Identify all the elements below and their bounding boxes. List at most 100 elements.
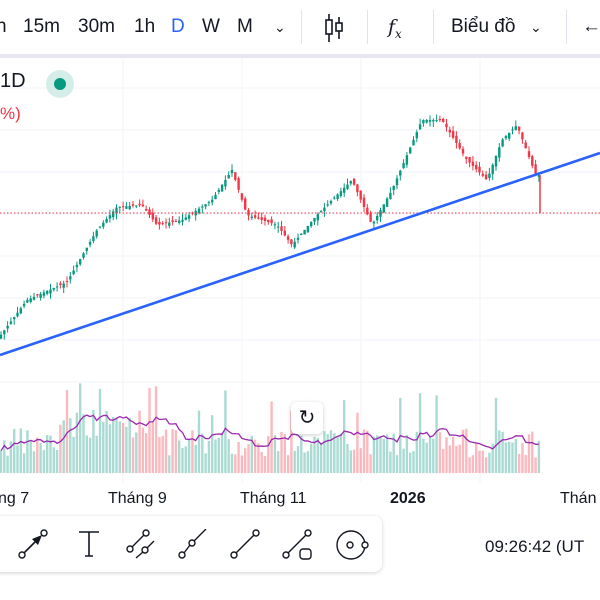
candle-body — [336, 194, 339, 199]
volume-bar — [135, 432, 138, 473]
volume-bar — [501, 431, 504, 473]
volume-bar — [445, 437, 448, 473]
candle-body — [237, 178, 240, 190]
parallel-channel-tool-icon[interactable] — [126, 529, 156, 559]
interval-h[interactable]: h — [0, 16, 7, 37]
candle-body — [3, 330, 6, 335]
candle-body — [125, 206, 128, 209]
trend-line-with-box-tool-icon[interactable] — [282, 529, 314, 561]
candle-body — [95, 230, 98, 237]
volume-bar — [65, 390, 69, 473]
arrow-tool-icon[interactable] — [18, 529, 48, 559]
candle-body — [230, 170, 234, 174]
volume-bar — [158, 437, 161, 473]
candle-body — [475, 164, 478, 170]
candle-body — [415, 132, 418, 139]
candles-icon[interactable] — [323, 14, 345, 42]
candle-body — [263, 217, 267, 221]
volume-bar — [442, 449, 445, 473]
volume-bar — [349, 450, 352, 473]
volume-bar — [359, 448, 362, 473]
volume-bar — [187, 439, 191, 473]
candle-body — [428, 120, 432, 122]
time-label: Thán — [560, 490, 597, 507]
candle-body — [501, 139, 504, 147]
price-chart[interactable] — [0, 58, 600, 483]
arrow-left-icon[interactable]: ← — [582, 16, 600, 37]
volume-bar — [197, 410, 201, 473]
candle-body — [385, 198, 389, 207]
candle-body — [491, 164, 494, 175]
volume-bar — [118, 421, 121, 473]
candle-body — [46, 290, 49, 294]
volume-bar — [131, 437, 135, 473]
trend-line-tool-icon[interactable] — [230, 529, 260, 559]
volume-bar — [95, 435, 98, 473]
extended-line-tool-icon[interactable] — [178, 529, 208, 559]
volume-bar — [392, 433, 395, 473]
volume-bar — [178, 440, 181, 473]
candle-body — [508, 132, 511, 139]
market-status-indicator — [46, 70, 74, 98]
candle-body — [326, 204, 329, 206]
volume-bar — [508, 441, 511, 473]
volume-bar — [395, 455, 399, 473]
candle-body — [438, 119, 442, 121]
volume-bar — [247, 444, 250, 473]
interval-m[interactable]: M — [237, 16, 253, 37]
candle-body — [432, 120, 435, 122]
clock: 09:26:42 (UT — [485, 537, 585, 556]
volume-bar — [534, 457, 537, 473]
candle-body — [471, 161, 475, 166]
interval-15m[interactable]: 15m — [23, 16, 60, 37]
reset-chart-button[interactable]: ↻ — [291, 402, 323, 434]
candle-body — [511, 129, 514, 131]
volume-bar — [376, 435, 379, 473]
candle-body — [227, 174, 230, 179]
candle-body — [42, 292, 46, 296]
candle-body — [405, 155, 409, 165]
candle-body — [79, 259, 82, 265]
volume-bar — [465, 428, 468, 473]
circle-tool-icon[interactable] — [335, 528, 369, 562]
chevron-down-icon[interactable]: ⌄ — [530, 19, 542, 35]
candle-body — [13, 317, 16, 320]
chevron-down-icon[interactable]: ⌄ — [274, 19, 286, 35]
candle-body — [494, 156, 498, 167]
volume-bar — [29, 439, 32, 473]
candle-body — [369, 213, 372, 222]
volume-bar — [59, 424, 62, 473]
volume-bar — [323, 431, 326, 473]
volume-bar — [379, 436, 382, 473]
candle-body — [161, 223, 164, 225]
candle-body — [399, 170, 402, 176]
volume-bar — [85, 435, 88, 473]
volume-bar — [49, 435, 52, 473]
candle-body — [280, 226, 283, 231]
text-tool-icon[interactable] — [77, 529, 101, 559]
volume-bar — [277, 451, 280, 473]
volume-bar — [267, 436, 270, 473]
volume-bar — [211, 415, 214, 473]
candle-body — [392, 186, 395, 191]
legend-change: %) — [0, 104, 21, 123]
candle-body — [458, 143, 461, 149]
interval-w[interactable]: W — [202, 16, 220, 37]
candle-body — [461, 148, 465, 154]
volume-bar — [352, 449, 356, 473]
volume-bar — [316, 438, 319, 473]
candle-body — [329, 201, 333, 204]
interval-d[interactable]: D — [171, 16, 185, 37]
volume-bar — [227, 439, 230, 473]
fx-icon[interactable]: fx — [388, 16, 402, 41]
time-label: ng 7 — [0, 490, 30, 507]
candle-body — [346, 184, 349, 190]
chart-menu[interactable]: Biểu đồ — [451, 16, 516, 37]
candle-body — [224, 179, 227, 187]
volume-bar — [13, 428, 16, 473]
interval-1h[interactable]: 1h — [134, 16, 156, 37]
volume-bar — [270, 401, 273, 473]
interval-30m[interactable]: 30m — [78, 16, 115, 37]
volume-bar — [62, 420, 65, 473]
candle-body — [465, 156, 468, 159]
